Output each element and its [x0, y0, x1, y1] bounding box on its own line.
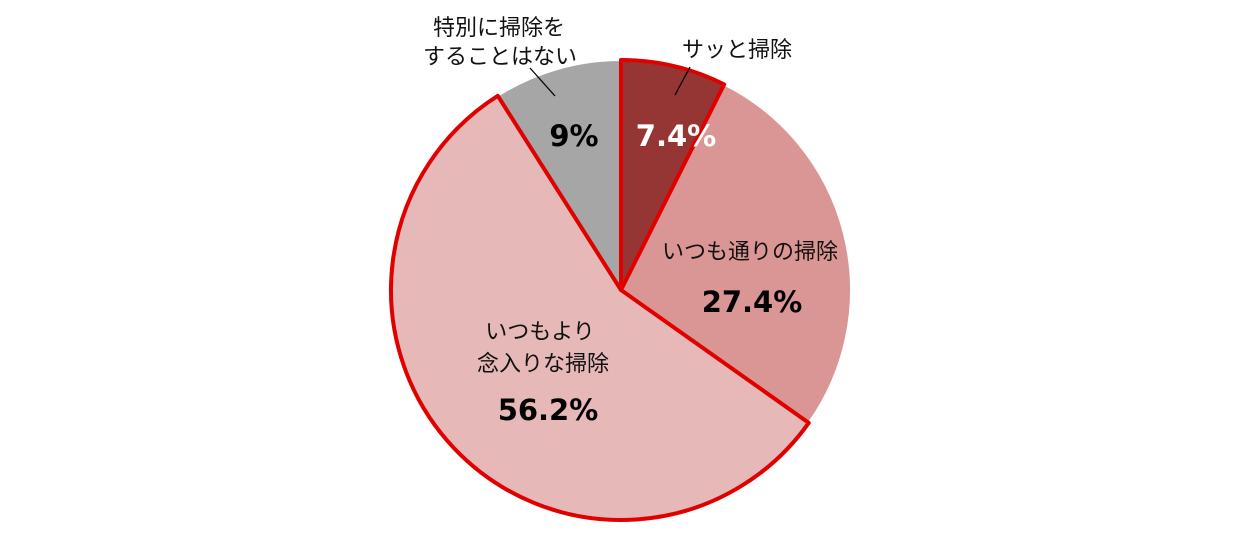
pie-slice-4	[496, 58, 622, 294]
slice-1-category-label: サッと掃除	[682, 38, 792, 63]
pie-slice-1-highlight	[619, 58, 727, 292]
slice-3-value-label: 56.2%	[498, 393, 599, 427]
pie-slice-2	[619, 83, 852, 425]
slice-4-category-label: 特別に掃除を	[433, 16, 565, 41]
leader-line-1	[674, 66, 691, 96]
pie-slice-3-highlight	[389, 93, 811, 522]
slice-3-category-label: 念入りな掃除	[477, 352, 609, 377]
slice-highlight-outlines	[389, 58, 811, 522]
slice-1-value-label: 7.4%	[636, 119, 716, 153]
slice-2-category-label: いつも通りの掃除	[662, 240, 838, 265]
leader-line-4	[529, 67, 556, 97]
slice-2-value-label: 27.4%	[702, 285, 803, 319]
slice-4-category-label: することはない	[423, 45, 577, 70]
pie-slices	[390, 58, 852, 521]
leader-lines	[529, 66, 691, 97]
slice-3-category-label: いつもより	[485, 320, 595, 345]
slice-4-value-label: 9%	[549, 119, 598, 153]
